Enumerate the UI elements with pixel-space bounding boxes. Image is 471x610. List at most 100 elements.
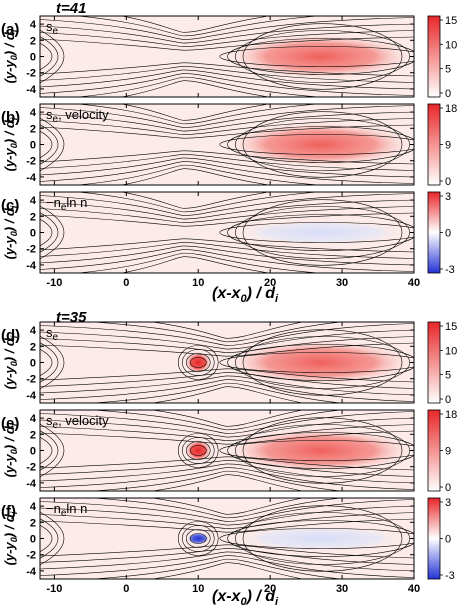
colorbar-tick-label: 10 — [445, 39, 457, 51]
y-tick-label: 0 — [30, 358, 36, 370]
x-tick-label: 30 — [336, 277, 348, 289]
colorbar-tick-label: 10 — [445, 345, 457, 357]
colorbar-tick-label: 9 — [445, 140, 451, 152]
x-tick-label: 20 — [264, 277, 276, 289]
small-island-intensity — [185, 351, 212, 374]
colorbar-tick-label: 0 — [445, 88, 451, 100]
magnetic-island-intensity — [229, 122, 412, 167]
quantity-label: −neln n — [46, 501, 87, 519]
colorbar-tick-label: 0 — [445, 394, 451, 406]
x-tick-label: 10 — [192, 583, 204, 595]
small-island-intensity — [187, 532, 210, 545]
colorbar-tick-label: 0 — [445, 228, 451, 240]
y-tick-label: -4 — [26, 478, 37, 490]
y-tick-label: 0 — [30, 140, 36, 152]
svg-text:(x-x0) / di: (x-x0) / di — [212, 588, 279, 608]
y-tick-label: 2 — [30, 123, 36, 135]
x-axis-title-1: (x-x0) / di — [212, 285, 279, 305]
y-tick-label: 4 — [30, 19, 37, 31]
colorbar-tick-label: 15 — [445, 321, 457, 333]
y-tick-label: -2 — [26, 374, 36, 386]
colorbar-tick-label: 5 — [445, 64, 451, 76]
colorbar-tick-label: 3 — [445, 191, 451, 203]
panel-e: 4 2 0 -2 -4 (y-y0) / di(e) se, velocity 18 9 0 — [1, 409, 457, 494]
y-tick-label: 2 — [30, 517, 36, 529]
magnetic-island-intensity — [229, 34, 412, 79]
y-tick-label: 0 — [30, 446, 36, 458]
panel-c: 420-2-4-10 0 10 20 30 40(y-y0) / di(c) −neln n… — [1, 191, 455, 289]
y-tick-label: 4 — [30, 107, 37, 119]
panel-letter: (d) — [1, 327, 20, 344]
y-tick-label: -2 — [26, 550, 36, 562]
colorbar-tick-label: 0 — [445, 534, 451, 546]
panel-b: 4 2 0 -2 -4 (y-y0) / di(b) se, velocity 18 9 0 — [1, 103, 457, 188]
x-tick-label: 30 — [336, 583, 348, 595]
block-2-panels: 420-2-4(y-y0) / di(d) se151050420-2-4(y-y… — [1, 321, 457, 595]
panel-letter: (f) — [1, 503, 16, 520]
x-tick-label: 0 — [123, 583, 129, 595]
colorbar — [427, 103, 441, 186]
magnetic-island-intensity — [237, 220, 404, 245]
y-tick-label: -4 — [26, 260, 37, 272]
time-label-1: t=41 — [56, 0, 86, 17]
x-axis-title-2: (x-x0) / di — [212, 588, 279, 608]
svg-text:(x-x0) / di: (x-x0) / di — [212, 285, 279, 305]
colorbar-tick-label: 18 — [445, 409, 457, 421]
field-line-contours — [40, 322, 414, 403]
panel-letter: (b) — [1, 109, 20, 126]
panel-letter: (a) — [1, 21, 19, 38]
panel-letter: (e) — [1, 415, 19, 432]
y-tick-label: -2 — [26, 462, 36, 474]
y-tick-label: -4 — [26, 390, 37, 402]
y-tick-label: 2 — [30, 341, 36, 353]
panel-a: 4 2 0 -2 -4 (y-y0) / di(a) se 15 10 5 0 — [1, 15, 457, 100]
colorbar-tick-label: 9 — [445, 446, 451, 458]
y-tick-label: -2 — [26, 244, 36, 256]
magnetic-island-intensity — [237, 526, 404, 551]
quantity-label: se, velocity — [46, 413, 109, 431]
y-axis-title: (y-y0) / di — [2, 335, 19, 389]
magnetic-island-intensity — [229, 340, 412, 385]
panel-letter: (c) — [1, 197, 19, 214]
colorbar — [427, 321, 441, 404]
colorbar-tick-label: 18 — [445, 103, 457, 115]
x-tick-label: 20 — [264, 583, 276, 595]
x-tick-label: 10 — [192, 277, 204, 289]
y-axis-title: (y-y0) / di — [2, 511, 19, 565]
quantity-label: se — [46, 325, 59, 343]
colorbar — [427, 15, 441, 98]
y-tick-label: 0 — [30, 228, 36, 240]
colorbar-tick-label: 0 — [445, 176, 451, 188]
y-axis-title: (y-y0) / di — [2, 205, 19, 259]
y-tick-label: 4 — [30, 501, 37, 513]
y-tick-label: 0 — [30, 534, 36, 546]
y-tick-label: -4 — [26, 84, 37, 96]
x-tick-label: 0 — [123, 277, 129, 289]
y-tick-label: 4 — [30, 413, 37, 425]
colorbar-tick-label: -3 — [445, 264, 455, 276]
field-line-contours — [40, 16, 414, 97]
y-tick-label: 2 — [30, 211, 36, 223]
colorbar — [427, 497, 441, 580]
magnetic-island-intensity — [229, 428, 412, 473]
y-tick-label: -2 — [26, 68, 36, 80]
colorbar — [427, 409, 441, 492]
time-label-2: t=35 — [56, 309, 87, 326]
y-axis-title: (y-y0) / di — [2, 117, 19, 171]
field-line-contours — [40, 192, 414, 273]
y-tick-label: -4 — [26, 172, 37, 184]
y-tick-label: 4 — [30, 325, 37, 337]
quantity-label: −neln n — [46, 195, 87, 213]
y-tick-label: 4 — [30, 195, 37, 207]
x-tick-label: 40 — [408, 277, 420, 289]
y-tick-label: -2 — [26, 156, 36, 168]
quantity-label: se, velocity — [46, 107, 109, 125]
y-axis-title: (y-y0) / di — [2, 29, 19, 83]
field-line-contours — [40, 498, 414, 579]
colorbar-tick-label: 0 — [445, 482, 451, 494]
panel-f: 420-2-4-10 0 10 20 30 40(y-y0) / di(f) −neln n… — [1, 497, 455, 595]
y-tick-label: 2 — [30, 35, 36, 47]
colorbar-tick-label: 15 — [445, 15, 457, 27]
field-line-contours — [40, 410, 414, 491]
